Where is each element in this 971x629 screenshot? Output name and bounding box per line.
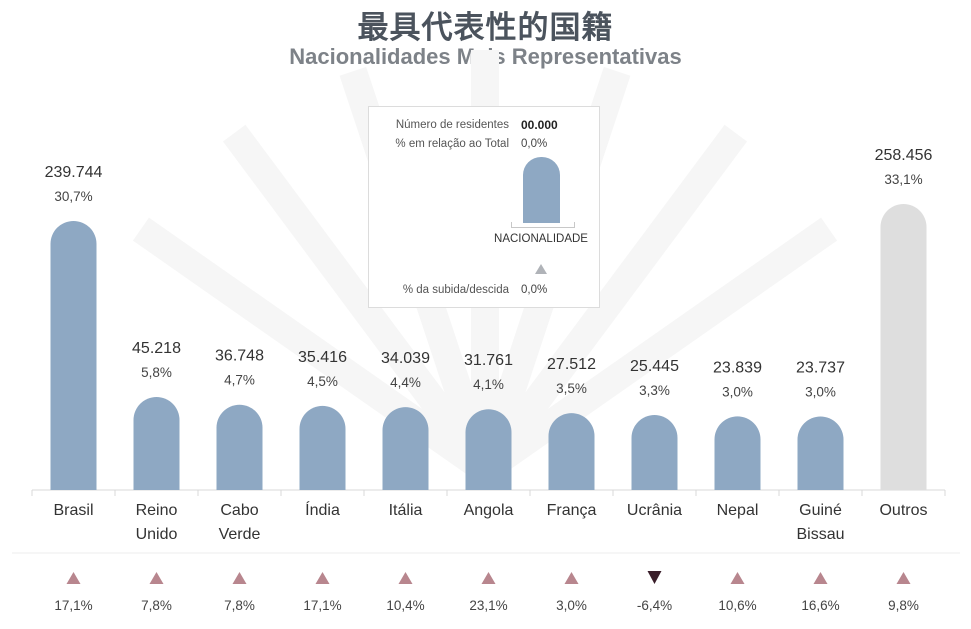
bar	[50, 220, 97, 491]
bar	[133, 397, 180, 490]
category-label: Cabo	[220, 502, 258, 519]
legend-residents-label: Número de residentes	[395, 119, 509, 131]
bar-value-label: 34.039	[381, 350, 430, 367]
change-label: 10,6%	[718, 598, 756, 613]
up-arrow-icon	[481, 572, 496, 584]
category-label: Verde	[219, 526, 261, 543]
legend-percent-value: 0,0%	[521, 138, 548, 150]
background-ray	[476, 217, 838, 482]
up-arrow-icon	[149, 572, 164, 584]
category-label: Bissau	[796, 526, 844, 543]
bar-value-label: 258.456	[875, 147, 933, 164]
up-arrow-icon	[315, 572, 330, 584]
category-label: Nepal	[717, 502, 759, 519]
bar	[714, 416, 761, 490]
bar-percent-label: 5,8%	[141, 365, 172, 380]
category-label: Itália	[389, 502, 423, 519]
bar-percent-label: 4,1%	[473, 377, 504, 392]
bar	[382, 407, 429, 490]
bar	[548, 413, 595, 490]
category-label: Índia	[305, 500, 340, 519]
change-label: 17,1%	[303, 598, 341, 613]
category-label: Angola	[464, 502, 514, 519]
category-label: Outros	[879, 502, 927, 519]
up-arrow-icon	[730, 572, 745, 584]
legend-percent-label: % em relação ao Total	[395, 138, 509, 150]
down-arrow-icon	[647, 571, 662, 584]
change-label: 7,8%	[141, 598, 172, 613]
bar-percent-label: 30,7%	[54, 189, 92, 204]
legend-change-value: 0,0%	[521, 284, 548, 296]
bar	[880, 204, 927, 490]
up-arrow-icon	[813, 572, 828, 584]
category-label: Reino	[136, 502, 178, 519]
up-arrow-icon	[564, 572, 579, 584]
bar-percent-label: 3,5%	[556, 381, 587, 396]
bar	[216, 404, 263, 490]
up-arrow-icon	[896, 572, 911, 584]
chart-title-chinese: 最具代表性的国籍	[357, 10, 614, 46]
background-ray	[473, 124, 748, 479]
bar-percent-label: 3,0%	[805, 385, 836, 400]
bar-value-label: 25.445	[630, 358, 679, 375]
up-arrow-icon	[398, 572, 413, 584]
category-label: Brasil	[53, 502, 93, 519]
bar-value-label: 35.416	[298, 349, 347, 366]
up-arrow-icon	[232, 572, 247, 584]
bar-value-label: 23.737	[796, 360, 845, 377]
legend-nationality-label: NACIONALIDADE	[494, 233, 588, 245]
category-label: Ucrânia	[627, 502, 682, 519]
up-arrow-icon	[66, 572, 81, 584]
change-label: 17,1%	[54, 598, 92, 613]
bar	[299, 405, 346, 490]
bar-value-label: 45.218	[132, 340, 181, 357]
bar-percent-label: 4,5%	[307, 374, 338, 389]
bar-percent-label: 4,4%	[390, 375, 421, 390]
bar-percent-label: 3,3%	[639, 383, 670, 398]
legend-change-label: % da subida/descida	[402, 284, 509, 296]
bar	[631, 414, 678, 490]
bar-value-label: 239.744	[45, 164, 103, 181]
bar-value-label: 23.839	[713, 359, 762, 376]
category-label: Unido	[136, 526, 178, 543]
category-label: França	[547, 502, 597, 519]
change-label: -6,4%	[637, 598, 672, 613]
bar-value-label: 27.512	[547, 356, 596, 373]
legend-residents-value: 00.000	[521, 118, 558, 132]
legend-up-arrow-icon	[535, 264, 547, 274]
background-ray	[222, 124, 497, 479]
change-label: 16,6%	[801, 598, 839, 613]
bar-value-label: 36.748	[215, 348, 264, 365]
bar-percent-label: 33,1%	[884, 172, 922, 187]
bar-percent-label: 3,0%	[722, 384, 753, 399]
change-label: 9,8%	[888, 598, 919, 613]
bar-value-label: 31.761	[464, 352, 513, 369]
change-label: 7,8%	[224, 598, 255, 613]
legend-box: Número de residentes 00.000 % em relação…	[368, 106, 600, 308]
change-label: 3,0%	[556, 598, 587, 613]
category-label: Guiné	[799, 502, 842, 519]
change-label: 10,4%	[386, 598, 424, 613]
bar	[465, 409, 512, 490]
bar-percent-label: 4,7%	[224, 373, 255, 388]
legend-sample-bar	[523, 157, 560, 223]
legend-bar-base	[511, 222, 575, 228]
change-label: 23,1%	[469, 598, 507, 613]
bar	[797, 416, 844, 490]
